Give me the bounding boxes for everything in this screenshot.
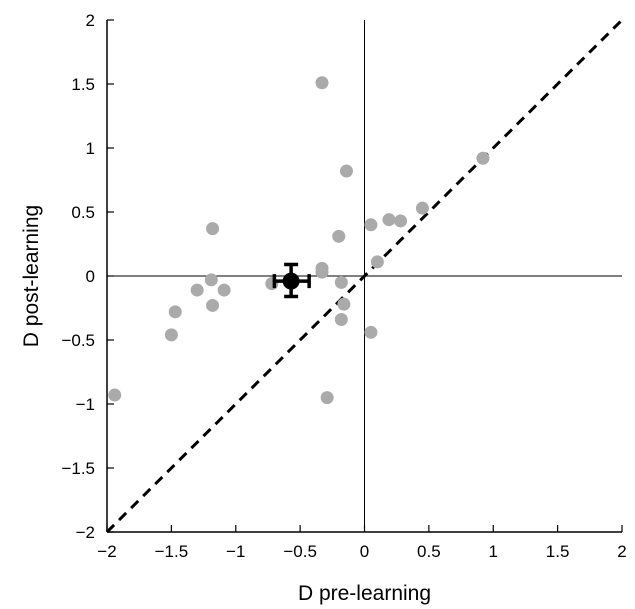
y-tick-label: −1 <box>76 395 95 414</box>
data-point <box>206 222 220 236</box>
y-tick-label: −2 <box>76 523 95 542</box>
data-point <box>164 328 178 342</box>
data-point <box>315 265 329 279</box>
data-point <box>382 213 396 227</box>
x-tick-label: −2 <box>97 542 116 561</box>
data-point <box>332 229 346 243</box>
data-point <box>265 277 279 291</box>
tick-labels: −2 −1.5 −1 −0.5 0 0.5 1 1.5 2 −2 −1.5 −1 −0.5 0 0.5 1 1.… <box>61 11 626 561</box>
x-axis-label: D pre-learning <box>298 582 431 605</box>
data-point <box>394 214 408 228</box>
x-tick-label: 1 <box>489 542 498 561</box>
data-point <box>339 164 353 178</box>
y-tick-label: −1.5 <box>61 459 95 478</box>
y-tick-label: 1 <box>86 139 95 158</box>
y-tick-label: 2 <box>86 11 95 30</box>
data-point <box>334 275 348 289</box>
reference-lines <box>105 18 624 534</box>
y-tick-label: 0 <box>86 267 95 286</box>
data-point <box>204 273 218 287</box>
x-tick-label: 2 <box>617 542 626 561</box>
y-axis-label: D post-learning <box>20 205 43 347</box>
x-tick-label: −1 <box>226 542 245 561</box>
data-point <box>320 391 334 405</box>
y-tick-label: −0.5 <box>61 331 95 350</box>
data-point <box>206 298 220 312</box>
data-point <box>364 218 378 232</box>
x-tick-label: −0.5 <box>283 542 317 561</box>
data-point <box>190 283 204 297</box>
data-point <box>108 388 122 402</box>
x-tick-label: −1.5 <box>155 542 189 561</box>
x-tick-label: 0.5 <box>417 542 441 561</box>
data-point <box>370 255 384 269</box>
data-point <box>337 297 351 311</box>
x-tick-label: 1.5 <box>546 542 570 561</box>
data-point <box>476 151 490 165</box>
data-point <box>315 76 329 90</box>
data-point <box>334 313 348 327</box>
data-point <box>168 305 182 319</box>
y-tick-label: 0.5 <box>71 203 95 222</box>
identity-dashed-line <box>105 18 624 534</box>
data-point <box>364 325 378 339</box>
data-point <box>415 201 429 215</box>
y-tick-label: 1.5 <box>71 75 95 94</box>
data-point <box>217 283 231 297</box>
mean-marker <box>272 262 311 299</box>
mean-point <box>282 272 300 290</box>
data-points <box>108 76 490 405</box>
x-tick-label: 0 <box>360 542 369 561</box>
